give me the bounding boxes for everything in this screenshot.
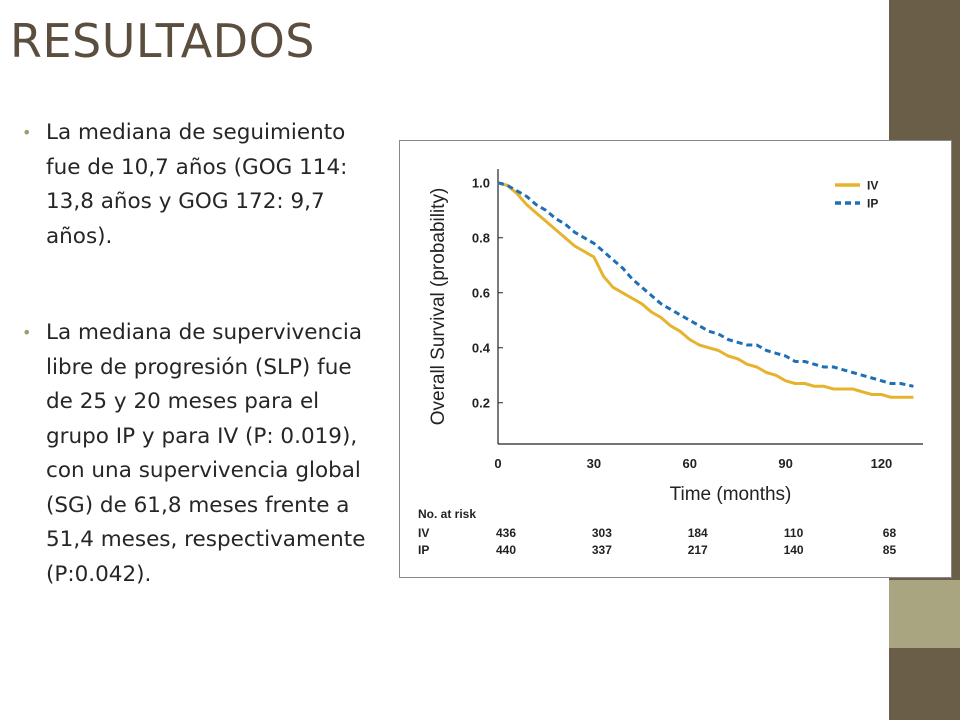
y-tick-label: 0.6	[472, 285, 490, 300]
risk-table-value: 110	[784, 526, 804, 540]
bullet-text: La mediana de seguimiento fue de 10,7 añ…	[46, 120, 348, 249]
slide-title: RESULTADOS	[10, 14, 316, 68]
risk-table-value: 85	[883, 543, 897, 557]
risk-table-header: No. at risk	[418, 507, 476, 521]
x-axis-label: Time (months)	[670, 484, 792, 505]
bullet-dot-icon: •	[22, 323, 32, 342]
risk-table-value: 184	[688, 526, 708, 540]
bullet-list: • La mediana de seguimiento fue de 10,7 a…	[22, 116, 382, 592]
legend-label-iv: IV	[867, 179, 878, 193]
x-tick-label: 30	[587, 456, 601, 471]
bullet-item: • La mediana de supervivencia libre de pr…	[22, 316, 382, 592]
bullet-dot-icon: •	[22, 123, 32, 142]
risk-table-row-label: IV	[418, 526, 429, 540]
series-line-ip	[497, 181, 914, 388]
risk-table-value: 436	[496, 526, 516, 540]
bullet-item: • La mediana de seguimiento fue de 10,7 a…	[22, 116, 382, 254]
risk-table-value: 440	[496, 543, 516, 557]
x-tick-label: 120	[871, 456, 893, 471]
risk-table-row-label: IP	[418, 543, 429, 557]
legend-label-ip: IP	[867, 197, 878, 211]
y-axis-label: Overall Survival (probability)	[428, 188, 449, 426]
survival-chart: 1.0 0.8 0.6 0.4 0.2 0 30 60 90 120 Time (months) Ov…	[418, 169, 923, 557]
risk-table-value: 140	[784, 543, 804, 557]
x-tick-label: 90	[778, 456, 792, 471]
risk-table-value: 303	[592, 526, 612, 540]
decorative-bar-bottom	[889, 648, 960, 720]
bullet-text: La mediana de supervivencia libre de pro…	[46, 320, 366, 587]
series-line-iv	[497, 181, 914, 399]
risk-table-value: 217	[688, 543, 708, 557]
risk-table-value: 68	[883, 526, 897, 540]
y-tick-label: 0.4	[472, 340, 491, 355]
y-tick-label: 0.8	[472, 230, 490, 245]
risk-table-value: 337	[592, 543, 612, 557]
x-tick-label: 60	[682, 456, 696, 471]
y-tick-label: 0.2	[472, 395, 490, 410]
survival-chart-figure: 1.0 0.8 0.6 0.4 0.2 0 30 60 90 120 Time (months) Ov…	[399, 140, 952, 578]
x-tick-label: 0	[494, 456, 501, 471]
y-tick-label: 1.0	[472, 175, 490, 190]
decorative-bar-middle	[889, 580, 960, 648]
